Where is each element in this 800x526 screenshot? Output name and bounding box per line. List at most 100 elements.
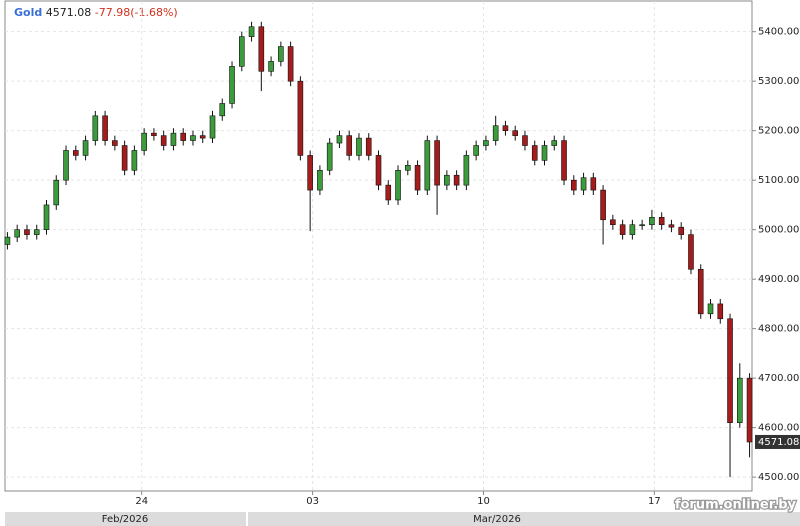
candle-body (336, 135, 343, 144)
candle-body (483, 140, 489, 146)
candle-body (307, 155, 313, 191)
candle-body (4, 236, 11, 245)
candle-body (317, 169, 323, 191)
candle-body (131, 150, 138, 171)
candle-body (678, 226, 685, 235)
candle-body (326, 142, 333, 171)
candle-body (531, 145, 538, 161)
candle-body (346, 135, 353, 156)
candle-body (727, 318, 733, 423)
y-tick-label: 5300.00 (758, 76, 799, 87)
y-tick-label: 4600.00 (758, 423, 799, 434)
last-price-marker (755, 434, 800, 449)
y-tick-label: 4500.00 (758, 472, 799, 483)
candle-body (53, 179, 60, 206)
candle-body (541, 145, 548, 161)
candle-body (92, 115, 99, 141)
candle-body (209, 115, 216, 139)
candle-body (190, 135, 196, 141)
candle-body (414, 165, 421, 191)
change-percent: (-1.68%) (130, 6, 178, 19)
candle-body (24, 229, 30, 235)
candle-body (238, 36, 245, 67)
candle-body (502, 125, 509, 131)
candle-body (629, 224, 636, 235)
change: -77.98 (95, 6, 130, 19)
candle-body (14, 229, 21, 238)
candle-body (287, 46, 294, 82)
candle-body (199, 135, 206, 139)
candle-body (697, 268, 704, 315)
candle-body (551, 140, 558, 146)
plot-frame (4, 0, 753, 492)
candle-body (229, 66, 235, 104)
candle-body (121, 145, 128, 171)
candle-body (444, 174, 450, 186)
candle-body (33, 229, 40, 235)
candle-body (404, 165, 411, 171)
candle-body (580, 177, 587, 191)
x-tick-label: 17 (648, 496, 661, 507)
candle-body (63, 150, 69, 181)
candle-body (424, 140, 431, 191)
candle-body (463, 155, 470, 186)
candle-body (278, 46, 284, 62)
candle-body (160, 135, 167, 146)
month-label: Feb/2026 (102, 514, 149, 525)
y-tick-label: 5000.00 (758, 225, 799, 236)
candle-body (258, 26, 265, 72)
candle-body (561, 140, 567, 181)
x-tick-label: 03 (306, 496, 319, 507)
candle-body (707, 303, 714, 315)
candle-body (434, 140, 440, 186)
candle-body (736, 377, 743, 423)
candle-body (112, 140, 118, 146)
candle-body (395, 169, 401, 201)
candle-body (610, 219, 616, 226)
candle-body (170, 132, 177, 146)
candle-body (619, 224, 626, 235)
last-price: 4571.08 (46, 6, 92, 19)
y-tick-label: 4700.00 (758, 373, 799, 384)
candle-body (43, 204, 50, 230)
candle-body (297, 80, 304, 156)
y-tick-label: 5100.00 (758, 175, 799, 186)
candle-body (639, 224, 645, 227)
candle-body (512, 130, 519, 136)
candle-body (102, 115, 108, 141)
candle-body (219, 103, 226, 117)
y-tick-label: 4900.00 (758, 274, 799, 285)
candle-body (746, 377, 753, 443)
candle-body (248, 26, 255, 37)
candle-body (375, 155, 382, 186)
candle-body (590, 177, 597, 191)
candle-body (649, 216, 655, 226)
candle-body (600, 189, 606, 221)
candle-body (268, 61, 274, 72)
candle-body (668, 224, 675, 228)
candle-body (522, 135, 528, 146)
candle-body (492, 125, 499, 141)
candle-body (385, 184, 392, 201)
watermark: forum.onliner.by (675, 498, 797, 513)
candle-body (356, 137, 362, 156)
candle-body (473, 145, 479, 156)
y-tick-label: 4800.00 (758, 324, 799, 335)
candle-body (365, 137, 372, 156)
candle-body (72, 150, 79, 156)
candle-body (180, 132, 187, 141)
last-price-label: 4571.08 (758, 437, 799, 448)
candle-body (717, 303, 724, 320)
y-tick-label: 5200.00 (758, 126, 799, 137)
x-tick-label: 24 (135, 496, 148, 507)
header: Gold 4571.08 -77.98(-1.68%) (14, 6, 178, 19)
candle-body (141, 132, 147, 151)
month-label: Mar/2026 (473, 514, 521, 525)
candle-body (82, 140, 89, 156)
candle-body (688, 234, 694, 270)
candle-body (570, 179, 577, 191)
x-tick-label: 10 (477, 496, 490, 507)
candle-body (658, 216, 665, 226)
